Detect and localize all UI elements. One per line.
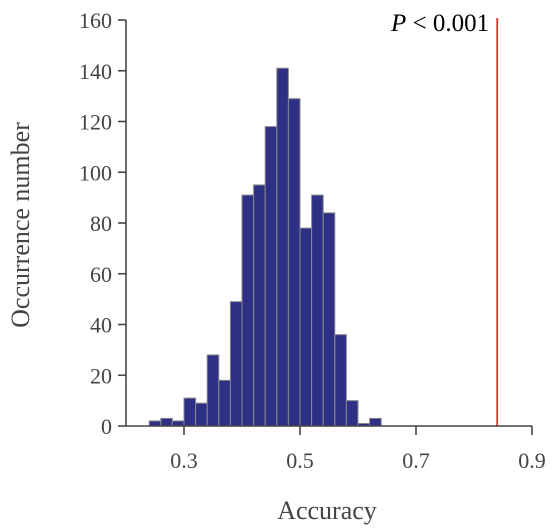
histogram-bar bbox=[322, 212, 336, 427]
y-tick-label: 160 bbox=[79, 8, 112, 33]
histogram-bar bbox=[311, 194, 324, 427]
y-tick-label: 0 bbox=[101, 414, 112, 439]
y-tick-label: 120 bbox=[79, 110, 112, 135]
histogram-bar bbox=[218, 379, 231, 427]
y-tick-label: 40 bbox=[90, 313, 112, 338]
x-tick-label: 0.7 bbox=[402, 448, 430, 473]
x-tick-label: 0.5 bbox=[286, 448, 314, 473]
x-axis-label: Accuracy bbox=[277, 496, 377, 525]
histogram-bar bbox=[241, 194, 255, 427]
y-tick-label: 100 bbox=[79, 160, 112, 185]
y-tick-label: 80 bbox=[90, 211, 112, 236]
histogram-bar bbox=[369, 417, 382, 427]
x-tick-label: 0.3 bbox=[170, 448, 198, 473]
x-tick-label: 0.9 bbox=[518, 448, 546, 473]
histogram-bar bbox=[334, 334, 347, 427]
histogram-bar bbox=[206, 354, 220, 427]
histogram-bar bbox=[264, 126, 278, 427]
histogram-bar bbox=[287, 98, 301, 427]
p-value-text: < 0.001 bbox=[406, 10, 489, 37]
histogram-bar bbox=[345, 400, 359, 427]
y-tick-label: 140 bbox=[79, 59, 112, 84]
histogram-bars bbox=[148, 67, 382, 427]
histogram-bar bbox=[276, 67, 289, 427]
histogram-bar bbox=[229, 301, 243, 427]
histogram-bar bbox=[195, 402, 208, 427]
histogram-bar bbox=[160, 417, 173, 427]
y-ticks: 0 20 40 60 80 100 120 140 160 bbox=[79, 8, 126, 439]
y-axis-label: Occurrence number bbox=[6, 122, 35, 328]
y-tick-label: 20 bbox=[90, 363, 112, 388]
histogram-bar bbox=[253, 184, 266, 427]
histogram-bar bbox=[183, 397, 197, 427]
p-value-symbol: P bbox=[390, 10, 406, 37]
y-tick-label: 60 bbox=[90, 262, 112, 287]
x-ticks: 0.3 0.5 0.7 0.9 bbox=[170, 426, 546, 473]
histogram-bar bbox=[299, 227, 313, 427]
p-value-annotation: P < 0.001 bbox=[390, 10, 489, 37]
